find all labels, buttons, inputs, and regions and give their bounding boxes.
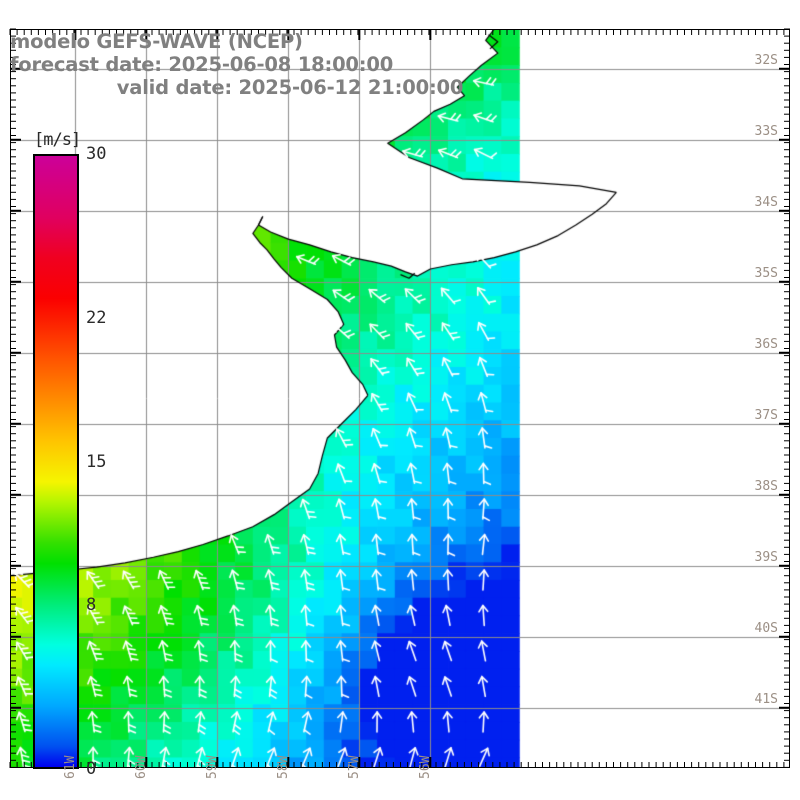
lon-label-61W: 61W	[63, 755, 79, 779]
lon-label-56W: 56W	[418, 755, 434, 779]
valid-date: valid date: 2025-06-12 21:00:00	[116, 76, 464, 99]
lon-label-59W: 59W	[205, 755, 221, 779]
forecast-date: forecast date: 2025-06-08 18:00:00	[10, 53, 394, 76]
colorbar-tick-15: 15	[86, 451, 107, 472]
lon-label-57W: 57W	[347, 755, 363, 779]
lat-label-38S: 38S	[754, 478, 778, 494]
lat-label-33S: 33S	[754, 123, 778, 139]
map-plot-area[interactable]	[10, 29, 790, 768]
colorbar-unit-label: [m/s]	[34, 130, 81, 150]
lat-label-41S: 41S	[754, 691, 778, 707]
colorbar: [m/s] 30 22 15 8 0	[12, 128, 130, 779]
wind-speed-raster	[10, 29, 790, 768]
title-block: modelo GEFS-WAVE (NCEP) forecast date: 2…	[10, 30, 570, 99]
lon-label-60W: 60W	[134, 755, 150, 779]
lon-label-58W: 58W	[276, 755, 292, 779]
lat-label-39S: 39S	[754, 549, 778, 565]
colorbar-gradient	[35, 156, 77, 767]
colorbar-box	[33, 154, 79, 769]
lat-label-36S: 36S	[754, 336, 778, 352]
lat-label-40S: 40S	[754, 620, 778, 636]
colorbar-tick-0: 0	[86, 759, 97, 779]
lat-label-32S: 32S	[754, 52, 778, 68]
lat-label-37S: 37S	[754, 407, 778, 423]
lat-label-35S: 35S	[754, 265, 778, 281]
lat-label-34S: 34S	[754, 194, 778, 210]
colorbar-tick-22: 22	[86, 308, 107, 328]
model-title: modelo GEFS-WAVE (NCEP)	[10, 30, 303, 53]
colorbar-tick-8: 8	[86, 595, 97, 615]
colorbar-tick-30: 30	[86, 144, 107, 164]
